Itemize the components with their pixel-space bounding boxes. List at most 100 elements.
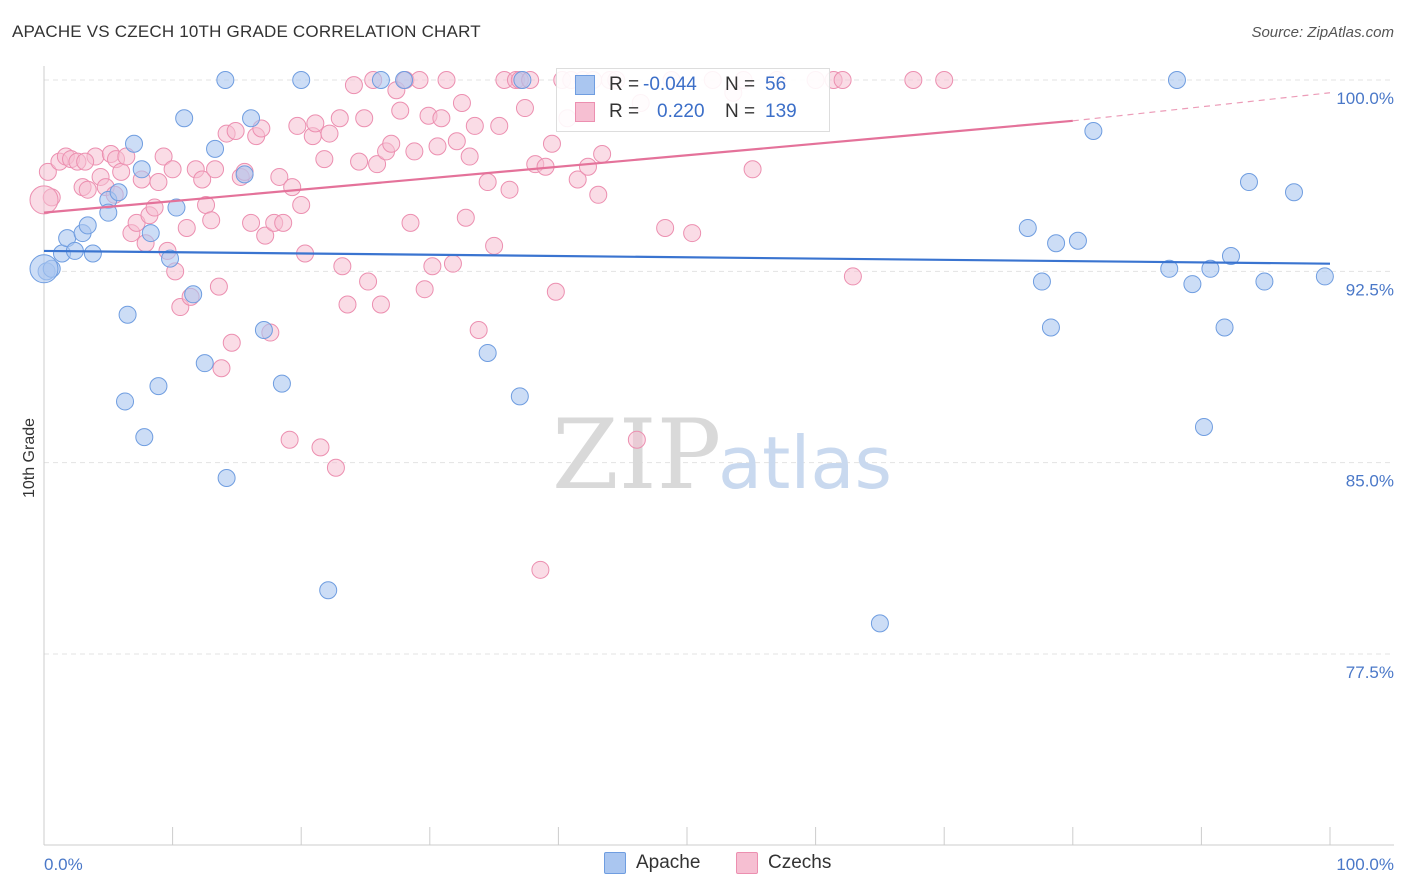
czech-point — [288, 116, 307, 135]
y-axis-label: 10th Grade — [21, 418, 38, 498]
apache-point — [216, 71, 235, 89]
czech-point — [78, 180, 97, 199]
apache-point — [242, 109, 261, 128]
apache-point — [141, 224, 160, 243]
bottom-legend-apache: Apache — [604, 852, 700, 874]
czech-point — [149, 173, 168, 192]
apache-legend-label: Apache — [636, 852, 701, 874]
czech-legend-swatch — [736, 852, 758, 874]
y-tick-label: 92.5% — [1346, 280, 1394, 299]
czech-point — [833, 71, 852, 89]
czech-point — [469, 321, 488, 340]
czech-r-label: R = — [609, 101, 640, 122]
apache-points — [29, 71, 1334, 633]
czech-point — [350, 152, 369, 171]
apache-point — [132, 160, 151, 179]
czech-point — [333, 257, 352, 276]
czech-point — [593, 144, 612, 163]
czech-point — [112, 162, 131, 181]
trend-lines — [43, 92, 1331, 265]
apache-point — [292, 71, 311, 89]
czech-point — [242, 213, 261, 232]
czech-point — [401, 213, 420, 232]
czech-point — [391, 101, 410, 120]
bottom-legend-czechs: Czechs — [736, 852, 831, 874]
czech-point — [589, 185, 608, 204]
apache-point — [167, 198, 186, 217]
apache-point — [1201, 259, 1220, 278]
apache-point — [184, 285, 203, 304]
apache-swatch — [575, 74, 595, 95]
legend-row-apache: R = -0.044 N = 56 — [575, 74, 786, 100]
czech-point — [154, 147, 173, 166]
czech-trend-line — [43, 119, 1073, 214]
apache-point — [478, 343, 497, 362]
czech-point — [38, 162, 57, 181]
czech-point — [29, 185, 59, 215]
apache-point — [510, 387, 529, 406]
apache-point — [206, 139, 225, 158]
czech-point — [193, 170, 212, 189]
apache-point — [78, 216, 97, 235]
apache-point — [99, 203, 118, 222]
apache-point — [319, 581, 338, 600]
apache-trend-line — [43, 249, 1331, 265]
czech-point — [485, 236, 504, 255]
czech-trend-line-extension — [1072, 92, 1331, 122]
czech-point — [292, 196, 311, 215]
apache-legend-swatch — [604, 852, 626, 874]
czech-point — [432, 109, 451, 128]
czech-point — [443, 254, 462, 273]
y-tick-label: 77.5% — [1346, 663, 1394, 682]
czech-point — [542, 134, 561, 153]
apache-point — [109, 183, 128, 202]
x-tick-label-max: 100.0% — [1336, 855, 1394, 874]
apache-point — [1183, 275, 1202, 294]
czech-point — [315, 150, 334, 169]
apache-point — [371, 71, 390, 89]
apache-r-label: R = — [609, 74, 640, 95]
apache-point — [1315, 267, 1334, 286]
czech-point — [359, 272, 378, 291]
czech-point — [935, 71, 954, 89]
y-tick-label: 100.0% — [1336, 89, 1394, 108]
czech-point — [163, 160, 182, 179]
apache-point — [1239, 173, 1258, 192]
apache-point — [1221, 247, 1240, 266]
czech-n-label: N = — [725, 101, 756, 122]
apache-point — [125, 134, 144, 153]
apache-point — [83, 244, 102, 263]
apache-point — [1167, 71, 1186, 89]
czech-point — [452, 93, 471, 112]
czech-point — [456, 208, 475, 227]
apache-point — [1160, 259, 1179, 278]
czech-point — [212, 359, 231, 378]
czech-point — [515, 99, 534, 118]
chart-title: APACHE VS CZECH 10TH GRADE CORRELATION C… — [12, 22, 481, 41]
apache-point — [1215, 318, 1234, 337]
apache-point — [1284, 183, 1303, 202]
watermark-zip: ZIP — [552, 399, 721, 511]
apache-point — [29, 254, 59, 284]
czech-swatch — [575, 101, 595, 122]
apache-n-label: N = — [725, 74, 756, 95]
czech-point — [683, 224, 702, 243]
apache-point — [1255, 272, 1274, 291]
apache-point — [175, 109, 194, 128]
czech-point — [206, 160, 225, 179]
czech-point — [320, 124, 339, 143]
czech-point — [437, 71, 456, 89]
czech-n-value: 139 — [765, 101, 797, 122]
apache-point — [1041, 318, 1060, 337]
apache-point — [1194, 417, 1213, 436]
czech-point — [656, 218, 675, 237]
czech-point — [270, 167, 289, 186]
y-tick-label: 85.0% — [1346, 472, 1394, 491]
czech-point — [578, 157, 597, 176]
czech-point — [405, 142, 424, 161]
czech-point — [447, 132, 466, 151]
apache-point — [118, 305, 137, 324]
y-tick-labels: 77.5% 85.0% 92.5% 100.0% — [1336, 89, 1394, 682]
chart-source: Source: ZipAtlas.com — [1251, 24, 1394, 41]
czech-point — [338, 295, 357, 314]
